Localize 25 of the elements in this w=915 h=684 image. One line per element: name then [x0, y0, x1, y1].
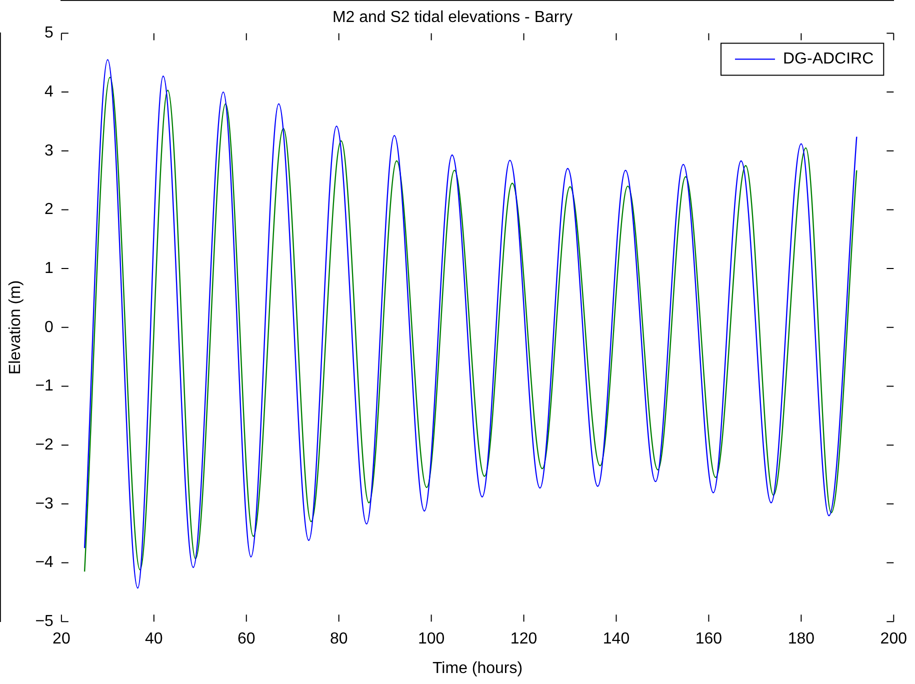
y-tick-label: 5	[44, 24, 54, 42]
x-tick-label: 160	[695, 630, 722, 648]
legend-label: DG-ADCIRC	[782, 50, 874, 68]
x-tick-label: 140	[602, 630, 630, 648]
y-axis-title: Elevation (m)	[7, 280, 24, 375]
x-tick-label: 20	[52, 630, 70, 648]
x-tick-label: 60	[237, 630, 256, 648]
y-tick-label: −2	[35, 436, 54, 454]
y-tick-label: 0	[44, 318, 54, 336]
x-tick-label: 40	[145, 630, 163, 648]
y-tick-label: 1	[44, 260, 54, 277]
x-tick-label: 80	[330, 630, 348, 648]
x-tick-label: 200	[880, 630, 908, 648]
x-tick-label: 120	[510, 630, 538, 648]
y-tick-label: −1	[35, 378, 54, 395]
x-axis-title: Time (hours)	[432, 660, 523, 677]
y-tick-label: −5	[35, 613, 54, 630]
x-tick-label: 180	[788, 630, 815, 648]
y-tick-label: 4	[44, 83, 54, 100]
chart-title: M2 and S2 tidal elevations - Barry	[332, 9, 573, 26]
y-tick-label: −3	[35, 495, 54, 512]
y-tick-label: −4	[35, 554, 54, 572]
x-tick-label: 100	[418, 630, 445, 648]
y-tick-label: 3	[44, 142, 54, 160]
y-tick-label: 2	[44, 201, 54, 218]
